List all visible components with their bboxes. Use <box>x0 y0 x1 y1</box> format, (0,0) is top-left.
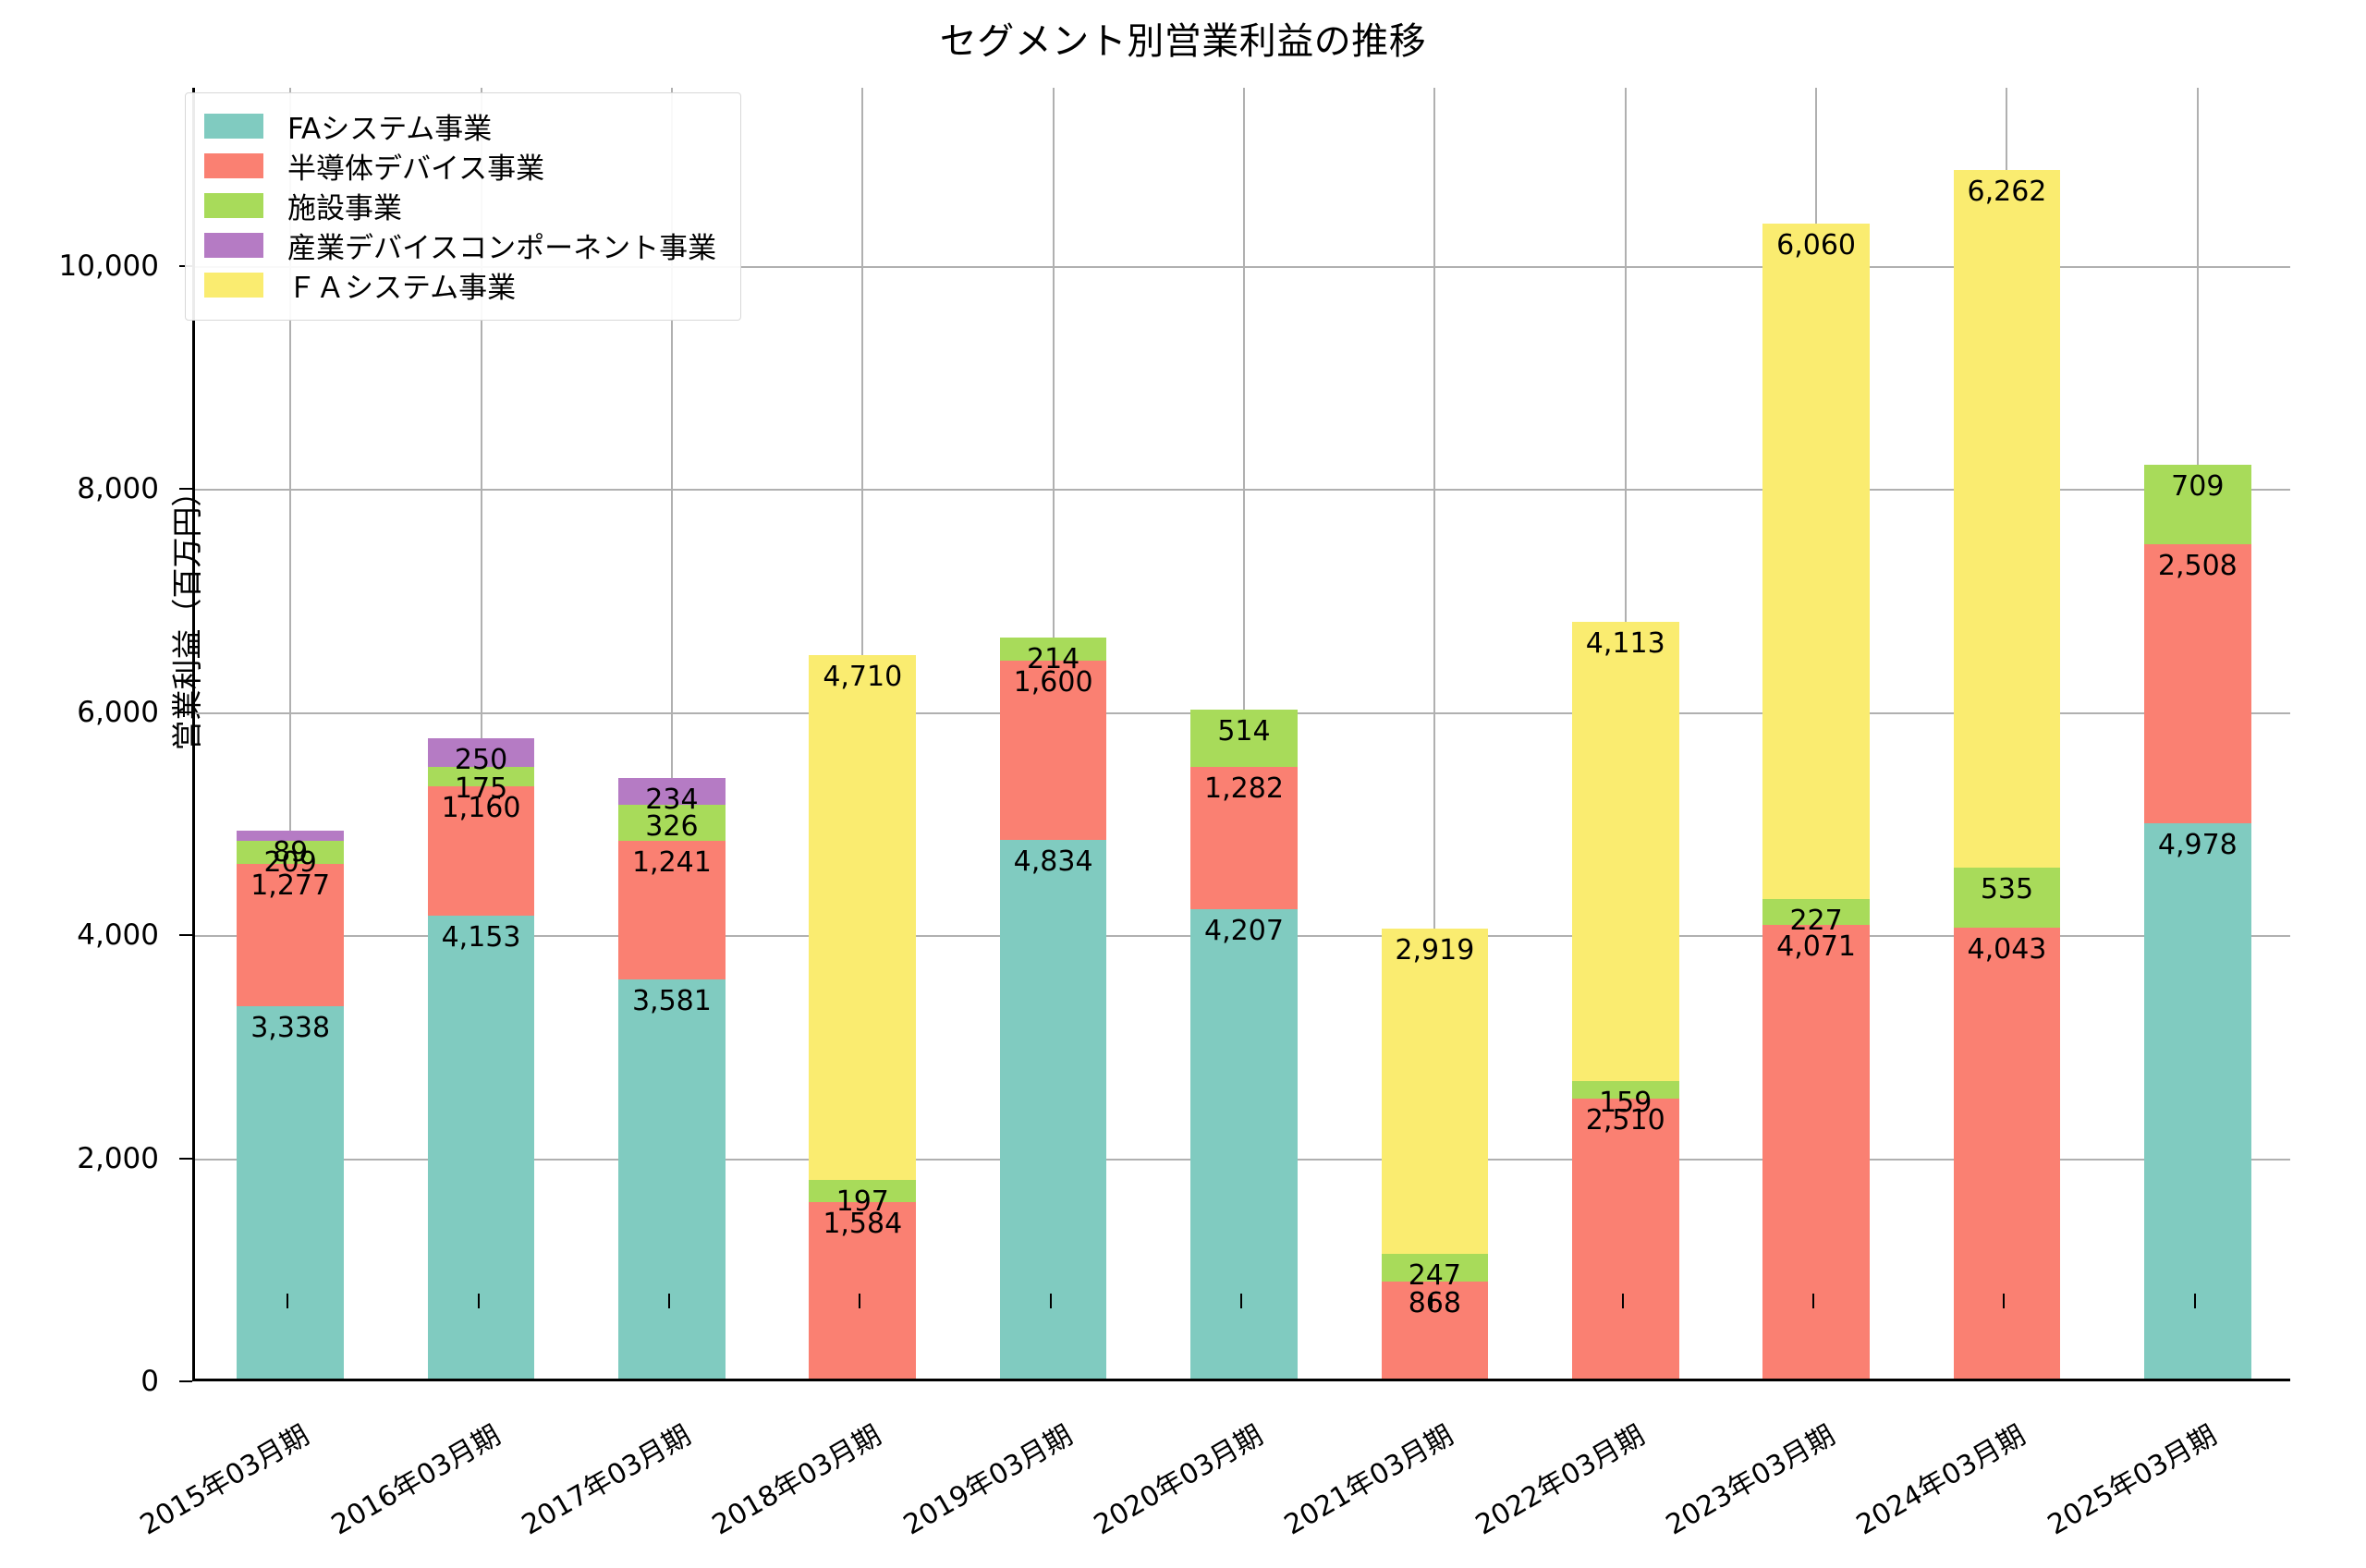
bar-segment[interactable] <box>427 785 535 916</box>
bar-segment[interactable] <box>618 841 726 979</box>
legend-label: 施設事業 <box>287 192 402 225</box>
legend-swatch-icon <box>204 153 263 178</box>
legend-label: 半導体デバイス事業 <box>287 152 545 186</box>
x-tick-mark <box>1049 1294 1052 1308</box>
y-tick-label: 2,000 <box>77 1141 159 1175</box>
x-tick-mark <box>1621 1294 1624 1308</box>
legend-swatch-icon <box>204 273 263 298</box>
bar-group[interactable]: 4,978 2,508 709 <box>2144 85 2251 1379</box>
bar-segment[interactable] <box>237 864 344 1007</box>
legend-label: 産業デバイスコンポーネント事業 <box>287 232 717 265</box>
bar-segment[interactable] <box>1762 223 1870 900</box>
legend-swatch-icon <box>204 233 263 258</box>
legend-label: ＦＡシステム事業 <box>287 272 517 305</box>
x-tick-label: 2023年03月期 <box>1660 1418 1841 1542</box>
bar-segment[interactable] <box>1762 899 1870 925</box>
bar-segment[interactable] <box>2144 464 2251 544</box>
bar-segment[interactable] <box>999 661 1107 840</box>
x-tick-label: 2024年03月期 <box>1851 1418 2031 1542</box>
bar-segment[interactable] <box>618 778 726 805</box>
y-tick-label: 8,000 <box>77 472 159 506</box>
bar-segment[interactable] <box>1953 868 2061 929</box>
legend-item[interactable]: ＦＡシステム事業 <box>204 265 716 305</box>
y-tick-label: 0 <box>140 1365 159 1398</box>
bar-segment[interactable] <box>809 1180 917 1202</box>
x-tick-mark <box>287 1294 289 1308</box>
legend-item[interactable]: 産業デバイスコンポーネント事業 <box>204 225 716 265</box>
x-tick-label: 2020年03月期 <box>1088 1418 1269 1542</box>
bar-segment[interactable] <box>427 738 535 767</box>
legend-item[interactable]: 半導体デバイス事業 <box>204 146 716 186</box>
x-tick-mark <box>2003 1294 2006 1308</box>
bar-segment[interactable] <box>1190 709 1298 767</box>
x-tick-label: 2019年03月期 <box>897 1418 1079 1542</box>
bar-segment[interactable] <box>809 1201 917 1379</box>
x-tick-label: 2018年03月期 <box>707 1418 887 1542</box>
x-tick-mark <box>477 1294 480 1308</box>
legend-item[interactable]: FAシステム事業 <box>204 106 716 146</box>
bar-segment[interactable] <box>1571 622 1679 1081</box>
chart-title: セグメント別営業利益の推移 <box>939 20 1427 63</box>
bar-group[interactable]: 3,338 1,277 209 89 <box>237 85 344 1379</box>
x-tick-mark <box>2193 1294 2196 1308</box>
bar-segment[interactable] <box>1381 1254 1489 1282</box>
bar-segment[interactable] <box>1381 929 1489 1255</box>
bar-segment[interactable] <box>427 915 535 1379</box>
bar-group[interactable]: 2,510 159 4,113 <box>1571 85 1679 1379</box>
y-tick-mark <box>179 1157 192 1160</box>
bar-group[interactable]: 1,584 197 4,710 <box>809 85 917 1379</box>
bar-segment[interactable] <box>618 978 726 1379</box>
x-tick-label: 2015年03月期 <box>135 1418 315 1542</box>
bar-group[interactable]: 4,834 1,600 214 <box>999 85 1107 1379</box>
bar-segment[interactable] <box>1381 1282 1489 1379</box>
legend-swatch-icon <box>204 114 263 139</box>
x-tick-label: 2016年03月期 <box>325 1418 506 1542</box>
legend-label: FAシステム事業 <box>287 113 493 146</box>
legend-swatch-icon <box>204 193 263 218</box>
x-tick-label: 2022年03月期 <box>1470 1418 1651 1542</box>
bar-segment[interactable] <box>809 654 917 1181</box>
bar-group[interactable]: 4,043 535 6,262 <box>1953 85 2061 1379</box>
x-tick-mark <box>859 1294 861 1308</box>
x-tick-mark <box>1431 1294 1433 1308</box>
legend-item[interactable]: 施設事業 <box>204 186 716 225</box>
bar-group[interactable]: 4,207 1,282 514 <box>1190 85 1298 1379</box>
legend: FAシステム事業半導体デバイス事業 施設事業産業デバイスコンポーネント事業 ＦＡシス… <box>185 92 742 321</box>
bar-segment[interactable] <box>1953 169 2061 869</box>
x-tick-label: 2025年03月期 <box>2042 1418 2223 1542</box>
y-tick-mark <box>179 934 192 937</box>
bar-segment[interactable] <box>1571 1080 1679 1100</box>
bar-segment[interactable] <box>618 804 726 842</box>
x-tick-mark <box>1240 1294 1242 1308</box>
y-tick-label: 10,000 <box>58 249 159 284</box>
bar-segment[interactable] <box>237 831 344 841</box>
bar-group[interactable]: 4,071 227 6,060 <box>1762 85 1870 1379</box>
x-tick-mark <box>667 1294 670 1308</box>
bar-segment[interactable] <box>427 766 535 786</box>
bar-segment[interactable] <box>1953 928 2061 1379</box>
x-tick-label: 2017年03月期 <box>516 1418 697 1542</box>
x-tick-mark <box>1812 1294 1815 1308</box>
bar-segment[interactable] <box>2144 543 2251 824</box>
bar-segment[interactable] <box>1190 766 1298 910</box>
bar-segment[interactable] <box>237 1006 344 1379</box>
bar-segment[interactable] <box>1571 1099 1679 1379</box>
y-tick-label: 4,000 <box>77 918 159 953</box>
bar-segment[interactable] <box>999 839 1107 1379</box>
bar-group[interactable]: 868 247 2,919 <box>1381 85 1489 1379</box>
y-tick-mark <box>179 1380 192 1382</box>
bar-segment[interactable] <box>1762 924 1870 1379</box>
bar-segment[interactable] <box>1190 909 1298 1379</box>
bar-segment[interactable] <box>2144 823 2251 1379</box>
bar-segment[interactable] <box>237 840 344 864</box>
y-tick-label: 6,000 <box>77 695 159 729</box>
x-tick-label: 2021年03月期 <box>1279 1418 1459 1542</box>
bar-segment[interactable] <box>999 637 1107 662</box>
